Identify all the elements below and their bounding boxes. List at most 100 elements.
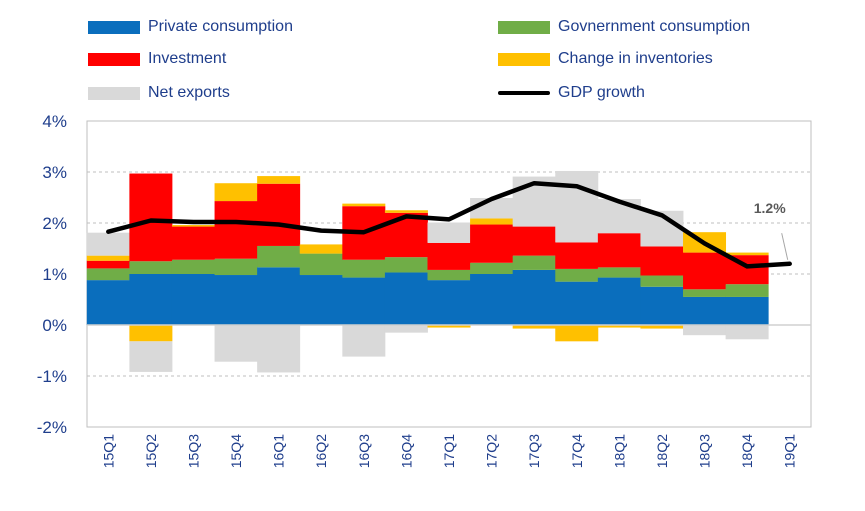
legend-swatch-private xyxy=(88,20,140,34)
x-tick-label: 18Q3 xyxy=(697,434,713,468)
annotation-leader-line xyxy=(781,233,789,260)
x-tick-label: 17Q2 xyxy=(484,434,500,468)
bar-inventories xyxy=(171,225,215,227)
bar-private xyxy=(640,286,684,325)
y-tick-label: 0% xyxy=(42,316,67,335)
bar-inventories xyxy=(86,255,130,261)
bar-netexports xyxy=(86,232,130,256)
bar-investment xyxy=(427,242,471,270)
gdp-growth-line xyxy=(106,180,792,269)
y-tick-label: 3% xyxy=(42,163,67,182)
bar-government xyxy=(86,268,130,281)
bar-investment xyxy=(597,233,641,268)
bar-private xyxy=(512,269,556,325)
legend-item-investment: Investment xyxy=(88,47,226,71)
x-tick-label: 16Q3 xyxy=(356,434,372,468)
bar-private xyxy=(597,277,641,325)
x-tick-label: 16Q4 xyxy=(398,434,414,468)
bar-private xyxy=(427,280,471,325)
bar-investment xyxy=(683,252,727,290)
legend-label-inventories: Change in inventories xyxy=(558,50,713,67)
bar-private xyxy=(86,280,130,325)
bar-inventories xyxy=(470,218,514,225)
bar-netexports xyxy=(555,170,599,243)
y-axis-ticks: 4% 3% 2% 1% 0% -1% -2% xyxy=(37,112,67,437)
x-tick-label: 17Q1 xyxy=(441,434,457,468)
bar-investment xyxy=(257,183,301,246)
x-tick-label: 15Q1 xyxy=(100,434,116,468)
bar-government xyxy=(384,257,428,273)
bar-private xyxy=(342,277,386,325)
legend-item-gdp: GDP growth xyxy=(498,81,645,105)
y-tick-label: 4% xyxy=(42,112,67,131)
legend-swatch-investment xyxy=(88,52,140,66)
bar-netexports xyxy=(384,325,428,333)
bar-private xyxy=(257,267,301,325)
bar-government xyxy=(640,275,684,287)
bar-inventories xyxy=(725,252,769,256)
bar-private xyxy=(683,296,727,325)
bar-private xyxy=(214,275,258,325)
x-tick-label: 18Q4 xyxy=(739,434,755,468)
bar-government xyxy=(512,255,556,270)
bar-government xyxy=(597,267,641,278)
bar-inventories xyxy=(214,183,258,202)
y-tick-label: -1% xyxy=(37,367,67,386)
bar-private xyxy=(171,274,215,325)
legend-swatch-netexports xyxy=(88,86,140,100)
bar-government xyxy=(555,268,599,282)
bar-inventories xyxy=(299,244,343,254)
bar-investment xyxy=(171,226,215,260)
bar-investment xyxy=(214,201,258,259)
bar-government xyxy=(427,269,471,281)
x-tick-label: 15Q3 xyxy=(185,434,201,468)
bar-inventories xyxy=(257,176,301,184)
bar-private xyxy=(555,281,599,325)
x-tick-label: 18Q1 xyxy=(611,434,627,468)
bar-inventories xyxy=(384,210,428,213)
x-tick-label: 16Q2 xyxy=(313,434,329,468)
legend-label-netexports: Net exports xyxy=(148,84,230,101)
bar-inventories xyxy=(555,325,599,342)
bar-netexports xyxy=(683,325,727,336)
bar-inventories xyxy=(640,325,684,329)
bar-netexports xyxy=(342,325,386,357)
x-tick-label: 18Q2 xyxy=(654,434,670,468)
x-tick-label: 15Q2 xyxy=(143,434,159,468)
bar-investment xyxy=(512,226,556,256)
legend-swatch-inventories xyxy=(498,52,550,66)
x-tick-label: 15Q4 xyxy=(228,434,244,468)
legend-item-netexports: Net exports xyxy=(88,81,230,105)
legend-line-gdp xyxy=(498,91,550,95)
bar-private xyxy=(384,272,428,325)
bar-government xyxy=(214,258,258,276)
legend-label-government: Govnernment consumption xyxy=(558,18,751,35)
x-axis-ticks: 15Q1 15Q2 15Q3 15Q4 16Q1 16Q2 16Q3 16Q4 17Q1 17Q2… xyxy=(100,434,797,468)
bars xyxy=(86,170,769,373)
bar-government xyxy=(342,259,386,278)
y-tick-label: 1% xyxy=(42,265,67,284)
bar-inventories xyxy=(512,325,556,329)
bar-inventories xyxy=(597,325,641,328)
bar-investment xyxy=(555,242,599,269)
legend-label-investment: Investment xyxy=(148,50,227,67)
legend-item-government: Govnernment consumption xyxy=(498,15,750,39)
bar-netexports xyxy=(129,341,173,372)
legend-swatch-government xyxy=(498,20,550,34)
bar-investment xyxy=(640,246,684,276)
x-tick-label: 17Q4 xyxy=(569,434,585,468)
bar-government xyxy=(725,284,769,297)
bar-netexports xyxy=(214,325,258,362)
legend-label-gdp: GDP growth xyxy=(558,84,645,101)
x-tick-label: 17Q3 xyxy=(526,434,542,468)
annotations: 1.2% xyxy=(754,200,789,260)
bar-government xyxy=(257,245,301,268)
gdp-line-group xyxy=(106,180,792,269)
bar-government xyxy=(129,261,173,274)
bar-inventories xyxy=(342,203,386,207)
legend-item-inventories: Change in inventories xyxy=(498,47,713,71)
bar-government xyxy=(299,253,343,276)
y-tick-label: 2% xyxy=(42,214,67,233)
bar-government xyxy=(470,262,514,274)
